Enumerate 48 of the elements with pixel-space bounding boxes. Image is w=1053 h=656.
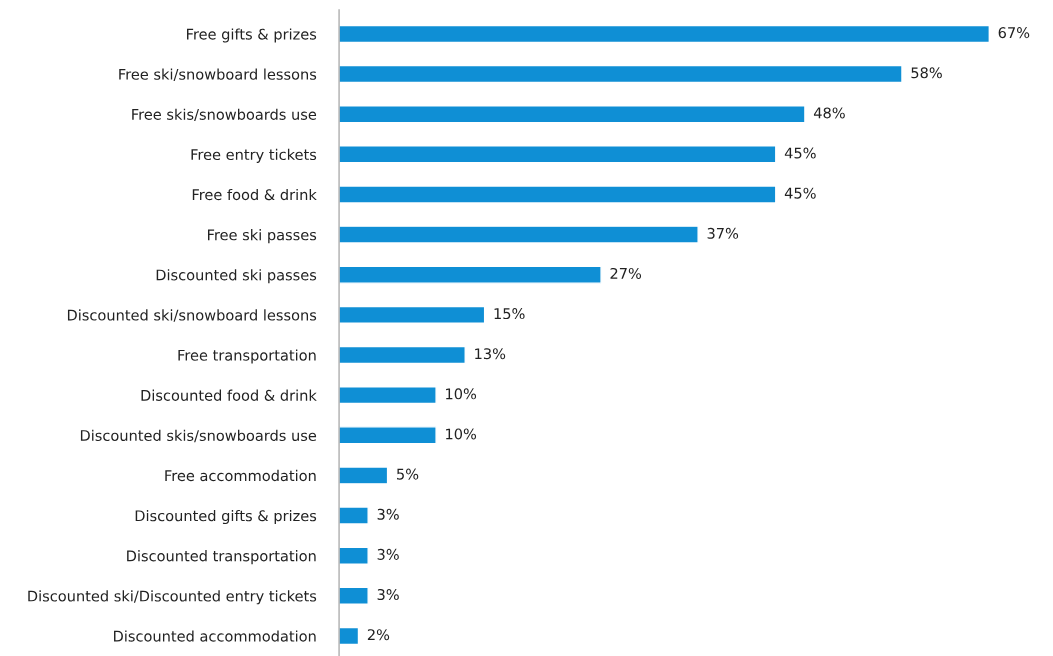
bar <box>339 386 437 405</box>
data-label: 67% <box>998 27 1030 39</box>
data-label: 45% <box>784 187 816 199</box>
bar <box>339 466 389 485</box>
y-tick-label: Discounted accommodation <box>114 630 316 642</box>
data-label: 27% <box>610 267 642 279</box>
data-label: 3% <box>377 589 399 601</box>
y-tick-label: Free ski passes <box>208 229 317 244</box>
y-tick-label: Free food & drink <box>192 188 317 201</box>
data-label: 15% <box>494 308 525 320</box>
bar <box>339 185 777 204</box>
bar <box>339 626 360 646</box>
data-label: 45% <box>784 147 816 159</box>
bar <box>339 265 602 284</box>
y-tick-label: Discounted transportation <box>127 550 316 565</box>
data-label: 48% <box>813 107 845 119</box>
data-label: 3% <box>377 548 399 560</box>
y-tick-label: Discounted skis/snowboards use <box>80 429 317 443</box>
y-tick-label: Free transportation <box>178 349 316 364</box>
bar <box>339 426 437 445</box>
bar <box>339 64 903 84</box>
data-label: 2% <box>367 629 390 641</box>
bar <box>339 586 369 605</box>
data-label: 5% <box>397 468 419 480</box>
y-tick-label: Free gifts & prizes <box>187 28 317 43</box>
data-label: 37% <box>707 227 739 239</box>
y-tick-label: Discounted ski passes <box>156 269 317 284</box>
bar <box>339 506 369 525</box>
bar <box>339 105 806 124</box>
bar <box>339 145 777 164</box>
data-label: 3% <box>377 508 399 520</box>
data-label: 10% <box>446 388 477 400</box>
bar <box>339 345 466 365</box>
y-tick-label: Free entry tickets <box>191 148 317 163</box>
y-tick-label: Discounted ski/snowboard lessons <box>67 309 317 322</box>
y-tick-label: Discounted food & drink <box>141 389 317 401</box>
y-tick-label: Free accommodation <box>165 469 316 482</box>
data-label: 10% <box>446 428 477 440</box>
y-tick-label: Free ski/snowboard lessons <box>119 68 317 81</box>
data-label: 13% <box>475 348 506 360</box>
bar <box>339 546 369 565</box>
y-tick-label: Free skis/snowboards use <box>132 108 317 122</box>
y-tick-label: Discounted ski/Discounted entry tickets <box>28 590 317 605</box>
bar <box>339 225 699 244</box>
bar <box>339 24 991 44</box>
y-tick-label: Discounted gifts & prizes <box>135 509 317 525</box>
data-label: 58% <box>911 67 942 79</box>
bar <box>339 305 486 324</box>
